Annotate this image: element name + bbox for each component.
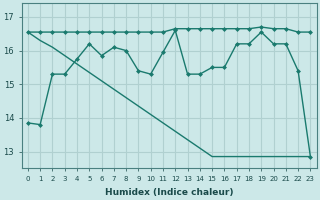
- X-axis label: Humidex (Indice chaleur): Humidex (Indice chaleur): [105, 188, 233, 197]
